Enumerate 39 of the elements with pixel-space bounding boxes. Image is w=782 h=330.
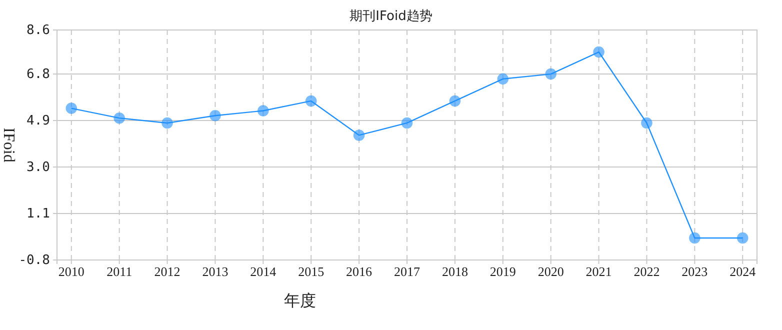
x-tick-label: 2013 xyxy=(202,264,228,280)
y-tick-label: 4.9 xyxy=(26,114,50,129)
point xyxy=(66,102,78,114)
point xyxy=(497,73,509,85)
x-tick-label: 2017 xyxy=(394,264,420,280)
x-tick-label: 2011 xyxy=(106,264,132,280)
point xyxy=(593,46,604,58)
y-tick-label: 3.0 xyxy=(26,160,50,176)
point xyxy=(401,117,413,129)
point xyxy=(210,110,221,122)
x-tick-label: 2024 xyxy=(730,264,756,280)
x-axis-title: 年度 xyxy=(284,291,316,310)
x-tick-label: 2014 xyxy=(250,264,277,280)
point xyxy=(449,95,461,107)
x-tick-label: 2016 xyxy=(346,264,373,280)
x-tick-label: 2010 xyxy=(58,264,84,280)
x-tick-label: 2019 xyxy=(490,264,516,280)
x-tick-label: 2022 xyxy=(634,264,660,280)
point xyxy=(258,105,269,116)
x-tick-label: 2018 xyxy=(442,264,468,280)
x-tick-label: 2021 xyxy=(586,264,612,280)
chart-title: 期刊IFoid趋势 xyxy=(350,9,432,24)
point xyxy=(641,117,652,129)
y-tick-label: -0.8 xyxy=(18,253,50,268)
point xyxy=(305,95,317,107)
x-tick-label: 2015 xyxy=(298,264,324,280)
y-tick-label: 6.8 xyxy=(26,67,50,82)
x-tick-label: 2012 xyxy=(154,264,180,280)
point xyxy=(162,117,173,129)
y-tick-label: 1.1 xyxy=(26,206,50,222)
x-tick-label: 2020 xyxy=(538,264,564,280)
point xyxy=(736,232,748,244)
point xyxy=(114,112,125,124)
point xyxy=(545,68,556,80)
x-tick-label: 2023 xyxy=(682,264,708,280)
y-axis-title: IFoid xyxy=(0,128,17,162)
point xyxy=(353,130,365,141)
y-tick-label: 8.6 xyxy=(26,23,50,38)
point xyxy=(689,232,700,244)
